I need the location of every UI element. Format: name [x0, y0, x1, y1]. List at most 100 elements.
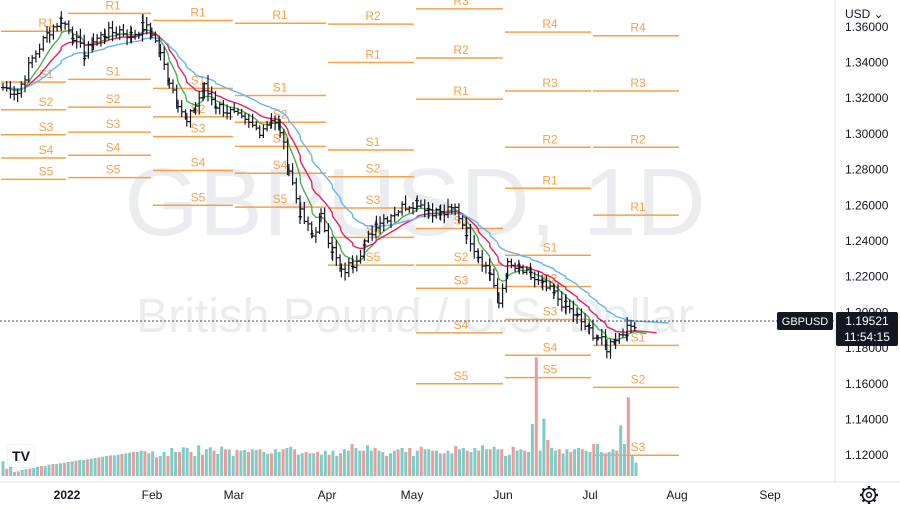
volume-bar	[389, 453, 392, 476]
volume-bar	[224, 449, 227, 476]
volume-bar	[415, 450, 419, 476]
volume-bar	[112, 455, 116, 476]
volume-bar	[484, 449, 488, 476]
volume-bar	[596, 444, 600, 476]
price-axis[interactable]: 1.36000 1.34000 1.32000 1.30000 1.28000 1.260…	[845, 20, 889, 462]
volume-bar	[235, 450, 239, 476]
volume-bar	[266, 454, 270, 476]
volume-bar	[488, 449, 492, 476]
volume-bar	[55, 464, 59, 476]
volume-bar	[319, 454, 323, 476]
volume-bar	[155, 457, 158, 476]
volume-bar	[523, 450, 527, 476]
price-tick-label: 1.30000	[845, 127, 889, 141]
volume-bar	[392, 450, 396, 476]
pivot-label: R1	[190, 6, 206, 20]
price-tick-label: 1.32000	[845, 91, 889, 105]
price-tick-label: 1.36000	[845, 20, 889, 34]
volume-bar	[262, 452, 266, 476]
volume-bar	[120, 454, 124, 476]
volume-bar	[335, 456, 339, 476]
volume-bar	[47, 464, 51, 476]
volume-bar	[412, 456, 415, 476]
volume-bar	[13, 472, 16, 476]
volume-bar	[312, 453, 316, 476]
volume-bar	[323, 450, 327, 476]
volume-bar	[511, 446, 515, 476]
volume-bar	[530, 424, 534, 476]
volume-bar	[327, 454, 331, 476]
pivot-label: R3	[630, 76, 646, 90]
volume-bar	[634, 462, 638, 476]
volume-bar	[515, 450, 519, 476]
volume-bar	[427, 449, 431, 476]
pivot-levels: R1 S1 S2 S3 S4 S5 R1 S1 S2 S3 S4 S5 R1 S1 S2 S3 S4 S5 R1 S1…	[1, 0, 679, 456]
time-axis[interactable]: 2022 Feb Mar Apr May Jun Jul Aug Sep	[54, 488, 781, 502]
ema-slow-line	[3, 36, 669, 324]
volume-bar	[615, 450, 619, 476]
volume-bar	[289, 446, 293, 476]
volume-bar	[584, 450, 588, 476]
pivot-label: S2	[273, 107, 288, 121]
time-tick-label: Apr	[318, 488, 337, 502]
volume-bar	[1, 461, 5, 476]
pivot-label: S4	[543, 340, 558, 354]
tradingview-logo[interactable]: TV	[8, 445, 34, 467]
volume-bar	[162, 452, 166, 476]
pivot-label: S5	[273, 192, 288, 206]
volume-bar	[258, 449, 262, 476]
volume-bar	[178, 452, 181, 476]
volume-bar	[573, 449, 577, 476]
time-tick-label: Feb	[142, 488, 163, 502]
pivot-label: S1	[366, 135, 381, 149]
pivot-label: R2	[630, 132, 646, 146]
volume-bar	[16, 471, 20, 476]
gear-icon[interactable]	[860, 486, 878, 504]
volume-bar	[185, 448, 189, 476]
pivot-label: S2	[631, 372, 646, 386]
volume-bar	[239, 450, 243, 476]
pivot-label: S2	[39, 95, 54, 109]
time-tick-label: Sep	[759, 488, 781, 502]
volume-bar	[151, 451, 155, 476]
pivot-label: S4	[191, 156, 206, 170]
volume-bar	[296, 454, 300, 476]
ema-lines	[2, 29, 669, 341]
pivot-label: S3	[39, 120, 54, 134]
pivot-label: S3	[631, 440, 646, 454]
volume-bar	[32, 468, 36, 476]
volume-bar	[534, 357, 538, 476]
volume-bar	[623, 444, 626, 476]
volume-bar	[481, 445, 484, 476]
volume-bar	[538, 450, 542, 476]
volume-bar	[473, 448, 477, 476]
volume-bar	[446, 450, 450, 476]
pivot-label: S1	[631, 330, 646, 344]
volume-bar	[227, 449, 231, 476]
volume-bar	[66, 462, 70, 476]
watermark-description: British Pound / U.S. Dollar	[136, 290, 694, 343]
pivot-label: S3	[191, 122, 206, 136]
pivot-label: S3	[106, 117, 121, 131]
volume-bar	[36, 466, 39, 476]
volume-bar	[592, 444, 596, 476]
volume-bar	[281, 449, 285, 476]
volume-bar	[626, 397, 630, 476]
currency-label[interactable]: USD ⌄	[845, 7, 884, 21]
volume-bar	[212, 450, 216, 476]
pivot-label: S5	[543, 363, 558, 377]
price-tick-label: 1.12000	[845, 448, 889, 462]
volume-bar	[373, 448, 377, 476]
volume-bars	[1, 357, 638, 476]
time-tick-label: Jun	[493, 488, 512, 502]
volume-bar	[542, 418, 546, 476]
pivot-label: R1	[630, 200, 646, 214]
time-tick-label: Mar	[224, 488, 245, 502]
volume-bar	[458, 449, 461, 476]
volume-bar	[331, 450, 335, 476]
pivot-label: R1	[542, 173, 558, 187]
volume-bar	[135, 452, 139, 476]
volume-bar	[5, 468, 9, 476]
